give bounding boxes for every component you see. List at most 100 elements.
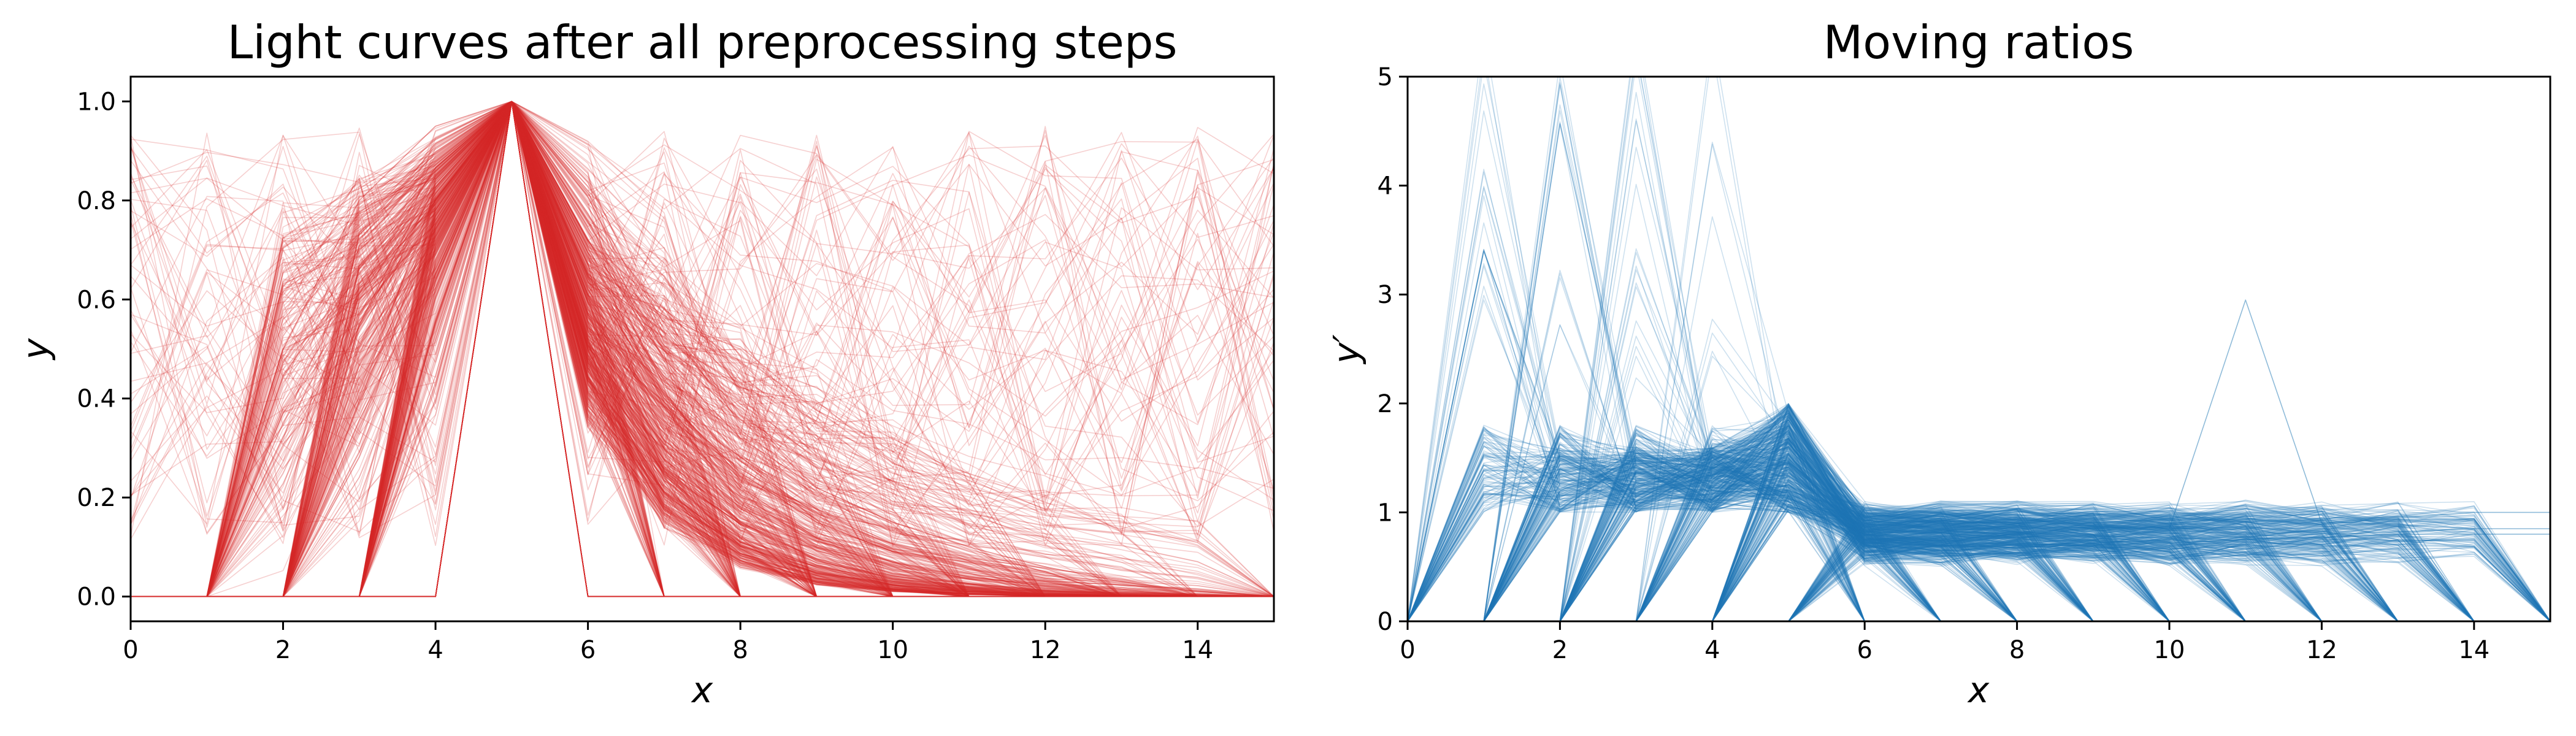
- curve-line: [131, 101, 1274, 597]
- curve-line: [1408, 421, 2550, 621]
- curve-line: [1408, 512, 2550, 621]
- curve-line: [131, 101, 1274, 597]
- curve-line: [1408, 435, 2550, 621]
- curve-line: [1408, 424, 2550, 621]
- curve-line: [1408, 451, 2550, 621]
- curve-line: [131, 101, 1274, 597]
- curve-line: [131, 101, 1274, 597]
- curve-line: [131, 101, 1274, 597]
- curve-line: [1408, 451, 2550, 621]
- curve-line: [131, 101, 1274, 597]
- curve-line: [131, 101, 1274, 597]
- curve-line: [1408, 405, 2550, 621]
- curve-line: [131, 101, 1274, 597]
- curve-line: [131, 101, 1274, 597]
- curve-line: [131, 101, 1274, 597]
- curve-line: [131, 101, 1274, 597]
- curve-line: [1408, 432, 2550, 621]
- curve-line: [1408, 91, 2550, 621]
- curve-line: [1408, 450, 2550, 621]
- curve-line: [131, 101, 1274, 597]
- curve-line: [131, 101, 1274, 527]
- curve-line: [131, 101, 1274, 597]
- curve-line: [1408, 409, 2550, 621]
- y-tick-label: 4: [1378, 172, 1393, 201]
- curve-line: [1408, 428, 2550, 621]
- curve-line: [1408, 449, 2550, 621]
- curve-line: [1408, 529, 2550, 621]
- curve-line: [131, 101, 1274, 597]
- curve-line: [131, 101, 1274, 597]
- x-tick-label: 14: [1182, 636, 1213, 664]
- curve-line: [1408, 426, 2550, 621]
- curve-line: [1408, 418, 2550, 621]
- curve-line: [131, 101, 1274, 597]
- curve-line: [131, 101, 1274, 597]
- curve-line: [1408, 408, 2550, 621]
- curve-line: [1408, 438, 2550, 621]
- curve-line: [1408, 466, 2550, 621]
- curve-line: [1408, 454, 2550, 621]
- curve-line: [131, 101, 1274, 597]
- curve-line: [131, 101, 1274, 597]
- curve-line: [131, 101, 1274, 597]
- curve-line: [131, 101, 1274, 533]
- curve-line: [131, 101, 1274, 597]
- curve-line: [131, 101, 1274, 597]
- curve-line: [1408, 437, 2550, 621]
- curve-line: [131, 101, 1274, 597]
- curve-line: [131, 101, 1274, 496]
- curve-line: [131, 101, 1274, 597]
- curve-line: [131, 101, 1274, 597]
- curve-line: [131, 101, 1274, 597]
- curve-line: [1408, 478, 2550, 621]
- y-tick-label: 0.2: [77, 484, 116, 512]
- curve-line: [131, 101, 1274, 597]
- curve-line: [131, 101, 1274, 597]
- curve-line: [1408, 544, 2550, 621]
- curve-line: [1408, 469, 2550, 621]
- curve-line: [131, 101, 1274, 597]
- curve-line: [131, 101, 1274, 597]
- curve-line: [131, 101, 1274, 597]
- curve-line: [131, 101, 1274, 597]
- curve-line: [1408, 452, 2550, 621]
- curve-line: [1408, 263, 2550, 621]
- curve-line: [1408, 462, 2550, 621]
- curve-line: [1408, 435, 2550, 621]
- curve-line: [131, 101, 1274, 597]
- curve-line: [131, 101, 1274, 597]
- curve-line: [131, 101, 1274, 597]
- curve-line: [131, 101, 1274, 597]
- curve-line: [131, 101, 1274, 597]
- curve-line: [1408, 406, 2550, 621]
- curve-line: [131, 101, 1274, 510]
- curve-line: [131, 101, 1274, 597]
- curve-line: [1408, 451, 2550, 621]
- y-tick-label: 0.6: [77, 286, 116, 314]
- curve-line: [131, 101, 1274, 597]
- curve-line: [1408, 430, 2550, 621]
- curve-line: [131, 101, 1274, 597]
- curve-line: [131, 101, 1274, 597]
- curve-line: [131, 101, 1274, 597]
- curve-line: [1408, 269, 2550, 621]
- curve-line: [131, 101, 1274, 597]
- curve-line: [1408, 450, 2550, 621]
- curve-line: [1408, 425, 2550, 621]
- curve-line: [1408, 491, 2550, 621]
- curve-line: [131, 101, 1274, 544]
- curve-line: [1408, 434, 2550, 621]
- curve-line: [1408, 437, 2550, 621]
- curve-line: [131, 101, 1274, 597]
- curve-line: [1408, 463, 2550, 621]
- curve-line: [131, 101, 1274, 597]
- curve-line: [131, 101, 1274, 539]
- curve-line: [131, 101, 1274, 537]
- curve-line: [1408, 432, 2550, 621]
- curve-line: [131, 101, 1274, 597]
- curve-line: [131, 101, 1274, 597]
- curve-line: [131, 101, 1274, 597]
- curve-line: [131, 101, 1274, 597]
- curve-line: [1408, 355, 2550, 621]
